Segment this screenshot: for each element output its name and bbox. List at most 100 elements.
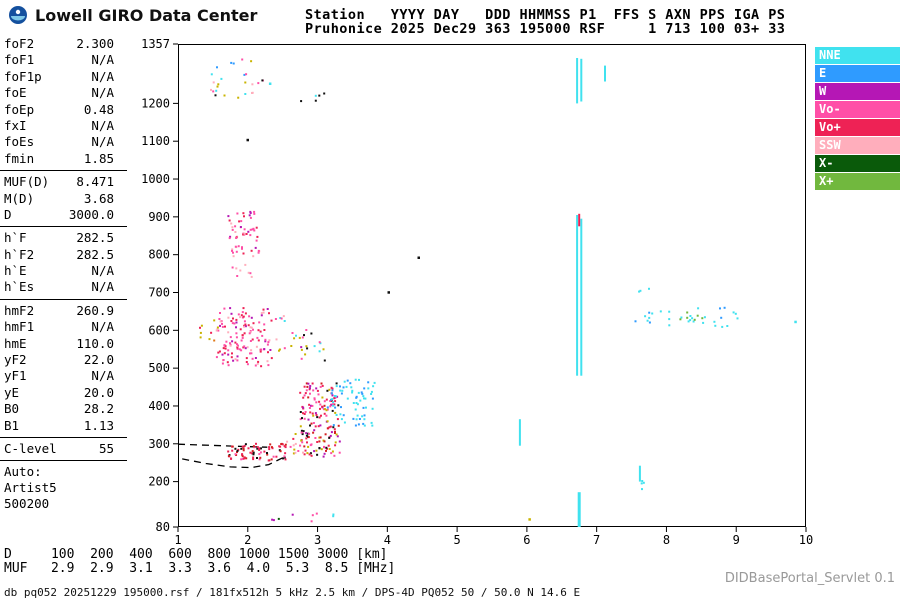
echo-point	[236, 451, 238, 454]
echo-point	[231, 249, 233, 252]
echo-point	[726, 325, 729, 327]
echo-point	[326, 406, 329, 409]
echo-point	[249, 228, 252, 231]
echo-point	[371, 397, 374, 400]
echo-point	[291, 513, 294, 516]
echo-point	[279, 317, 282, 319]
echo-point	[691, 317, 694, 320]
echo-point	[214, 94, 217, 97]
echo-point	[323, 404, 326, 407]
echo-point	[250, 60, 253, 63]
echo-point	[240, 458, 243, 461]
x-tick-label: 4	[384, 533, 391, 547]
param-value: N/A	[91, 52, 114, 68]
echo-point	[252, 328, 254, 331]
echo-point	[243, 332, 246, 335]
y-tick-label: 1100	[141, 134, 170, 148]
echo-point	[319, 424, 322, 427]
echo-point	[199, 336, 202, 339]
echo-point	[278, 445, 281, 448]
echo-point	[257, 249, 260, 252]
rfi-line	[580, 218, 583, 376]
echo-point	[297, 450, 300, 452]
echo-point	[314, 425, 317, 428]
echo-point	[244, 325, 247, 328]
distance-row: D 100 200 400 600 800 1000 1500 3000 [km…	[4, 547, 388, 562]
echo-point	[723, 306, 726, 309]
echo-point	[303, 394, 306, 397]
echo-point	[659, 310, 662, 313]
param-value: 3000.0	[68, 206, 114, 222]
echo-point	[292, 437, 295, 440]
echo-point	[303, 417, 306, 420]
echo-point	[248, 214, 251, 217]
echo-point	[227, 455, 230, 458]
echo-point	[305, 382, 308, 385]
echo-point	[235, 237, 238, 239]
echo-point	[299, 391, 302, 394]
echo-point	[268, 82, 272, 85]
echo-point	[251, 83, 254, 86]
echo-point	[686, 316, 689, 319]
echo-point	[639, 289, 642, 292]
echo-point	[259, 451, 262, 454]
param-label: foEs	[4, 134, 35, 150]
echo-point	[234, 447, 237, 450]
echo-point	[301, 433, 304, 436]
echo-point	[292, 452, 295, 455]
echo-point	[246, 363, 249, 366]
echo-point	[268, 339, 271, 342]
echo-point	[310, 332, 313, 335]
echo-point	[243, 325, 246, 328]
echo-point	[318, 440, 321, 443]
auto-label: Artist5	[4, 479, 57, 495]
echo-point	[303, 453, 306, 456]
echo-point	[232, 62, 235, 65]
echo-point	[301, 417, 303, 420]
x-tick-label: 9	[733, 533, 740, 547]
echo-point	[305, 437, 308, 440]
param-row: hmE 110.0	[0, 336, 114, 352]
echo-point	[231, 340, 234, 343]
echo-point	[315, 401, 318, 404]
echo-point	[274, 318, 277, 320]
echo-point	[249, 340, 252, 342]
echo-point	[323, 400, 326, 403]
echo-point	[298, 336, 301, 339]
echo-point	[329, 405, 332, 408]
echo-point	[315, 387, 318, 390]
echo-point	[340, 418, 343, 421]
param-row: hmF1 N/A	[0, 319, 114, 335]
echo-point	[282, 315, 285, 318]
echo-point	[231, 248, 234, 251]
echo-point	[249, 212, 252, 214]
echo-point	[331, 403, 334, 406]
echo-point	[255, 345, 258, 348]
echo-point	[267, 364, 270, 367]
echo-point	[231, 266, 234, 269]
echo-point	[242, 307, 245, 310]
param-row: foF1p N/A	[0, 69, 114, 85]
panel-divider	[0, 170, 127, 172]
echo-point	[259, 330, 262, 333]
echo-point	[358, 418, 361, 420]
echo-point	[334, 432, 336, 434]
echo-point	[243, 232, 246, 235]
echo-point	[359, 399, 362, 402]
echo-point	[323, 452, 326, 455]
echo-point	[634, 320, 637, 323]
echo-point	[335, 382, 338, 385]
echo-point	[227, 215, 230, 218]
echo-point	[268, 446, 271, 449]
echo-point	[692, 320, 695, 323]
echo-point	[257, 329, 260, 332]
echo-point	[251, 450, 254, 453]
echo-point	[255, 239, 258, 242]
echo-point	[251, 357, 254, 360]
echo-point	[687, 320, 690, 323]
param-label: B1	[4, 417, 20, 433]
echo-point	[218, 318, 221, 320]
echo-point	[263, 348, 266, 351]
param-value: 0.48	[83, 101, 114, 117]
echo-point	[243, 320, 246, 323]
